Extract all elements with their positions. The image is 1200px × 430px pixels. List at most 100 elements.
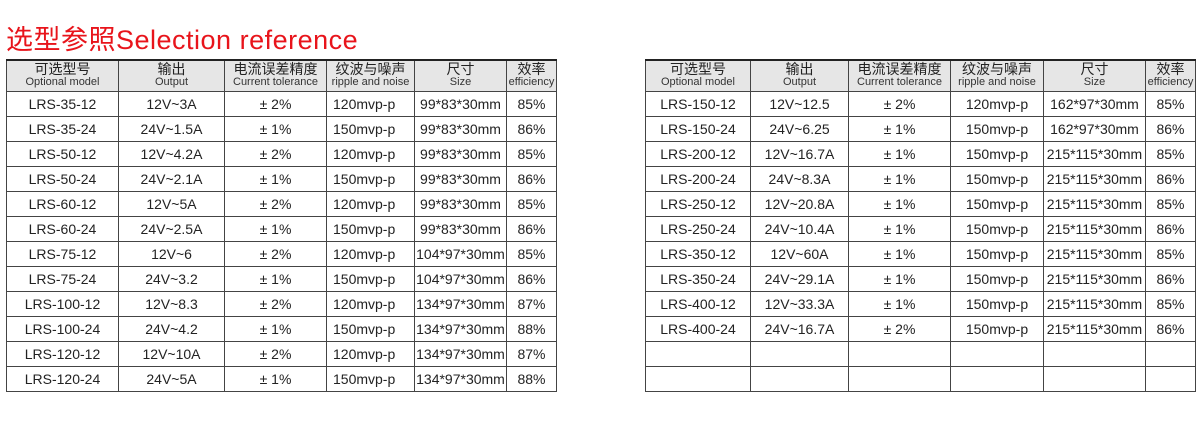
table-row: LRS-250-24 24V~10.4A ± 1% 150mvp-p 215*115*3… xyxy=(645,216,1196,242)
cell-efficiency: 87% xyxy=(506,341,557,367)
cell-efficiency: 87% xyxy=(506,291,557,317)
cell-ripple-noise: 150mvp-p xyxy=(326,216,415,242)
cell-ripple-noise: 150mvp-p xyxy=(950,216,1044,242)
cell-current-tolerance: ± 1% xyxy=(848,216,951,242)
cell-efficiency: 86% xyxy=(1145,216,1196,242)
cell-output: 12V~60A xyxy=(750,241,849,267)
header-en: Current tolerance xyxy=(233,76,318,88)
cell-ripple-noise: 150mvp-p xyxy=(950,116,1044,142)
cell-size: 162*97*30mm xyxy=(1043,116,1146,142)
cell-size: 104*97*30mm xyxy=(414,266,507,292)
cell-ripple-noise: 120mvp-p xyxy=(326,91,415,117)
cell-size: 99*83*30mm xyxy=(414,141,507,167)
header-en: Output xyxy=(154,76,189,88)
cell-efficiency: 86% xyxy=(1145,116,1196,142)
cell-efficiency: 86% xyxy=(1145,316,1196,342)
header-en: ripple and noise xyxy=(958,76,1036,88)
cell-size: 104*97*30mm xyxy=(414,241,507,267)
cell-ripple-noise: 150mvp-p xyxy=(326,366,415,392)
cell-current-tolerance: ± 2% xyxy=(224,341,327,367)
header-ripple-noise: 纹波与噪声 ripple and noise xyxy=(950,59,1044,92)
header-en: Optional model xyxy=(661,76,735,88)
cell-efficiency: 86% xyxy=(506,166,557,192)
cell-model: LRS-60-12 xyxy=(6,191,119,217)
cell-efficiency: 85% xyxy=(1145,241,1196,267)
cell-output: 24V~3.2 xyxy=(118,266,225,292)
cell-output: 24V~5A xyxy=(118,366,225,392)
cell-ripple-noise: 120mvp-p xyxy=(326,191,415,217)
cell-model: LRS-350-24 xyxy=(645,266,751,292)
cell-output: 12V~8.3 xyxy=(118,291,225,317)
cell-size: 215*115*30mm xyxy=(1043,191,1146,217)
header-cn: 可选型号 xyxy=(670,61,726,77)
cell-model: LRS-150-12 xyxy=(645,91,751,117)
cell-efficiency: 86% xyxy=(506,266,557,292)
cell-efficiency: 88% xyxy=(506,316,557,342)
cell-size xyxy=(1043,366,1146,392)
header-cn: 电流误差精度 xyxy=(233,61,318,77)
cell-size: 215*115*30mm xyxy=(1043,166,1146,192)
cell-output: 24V~10.4A xyxy=(750,216,849,242)
cell-ripple-noise: 120mvp-p xyxy=(326,341,415,367)
cell-model: LRS-120-24 xyxy=(6,366,119,392)
table-row: LRS-60-24 24V~2.5A ± 1% 150mvp-p 99*83*30mm 8… xyxy=(6,216,557,242)
cell-current-tolerance: ± 1% xyxy=(224,116,327,142)
header-output: 输出 Output xyxy=(750,59,849,92)
cell-efficiency: 85% xyxy=(1145,191,1196,217)
cell-efficiency: 86% xyxy=(506,216,557,242)
cell-efficiency: 85% xyxy=(1145,291,1196,317)
cell-output: 12V~33.3A xyxy=(750,291,849,317)
cell-current-tolerance: ± 1% xyxy=(848,291,951,317)
header-cn: 输出 xyxy=(157,61,186,77)
cell-output: 24V~4.2 xyxy=(118,316,225,342)
header-en: Size xyxy=(449,76,472,88)
cell-current-tolerance: ± 1% xyxy=(848,116,951,142)
cell-output: 24V~8.3A xyxy=(750,166,849,192)
cell-output: 12V~10A xyxy=(118,341,225,367)
cell-size xyxy=(1043,341,1146,367)
table-row: LRS-250-12 12V~20.8A ± 1% 150mvp-p 215*115*3… xyxy=(645,191,1196,217)
header-cn: 纹波与噪声 xyxy=(962,61,1032,77)
cell-current-tolerance xyxy=(848,341,951,367)
cell-model: LRS-100-12 xyxy=(6,291,119,317)
cell-current-tolerance: ± 1% xyxy=(848,241,951,267)
cell-model: LRS-250-24 xyxy=(645,216,751,242)
cell-model: LRS-200-24 xyxy=(645,166,751,192)
cell-ripple-noise xyxy=(950,341,1044,367)
cell-size: 134*97*30mm xyxy=(414,316,507,342)
cell-ripple-noise: 150mvp-p xyxy=(950,141,1044,167)
cell-current-tolerance: ± 2% xyxy=(224,91,327,117)
page-title: 选型参照Selection reference xyxy=(6,25,359,55)
header-size: 尺寸 Size xyxy=(1043,59,1146,92)
cell-size: 215*115*30mm xyxy=(1043,316,1146,342)
table-row: LRS-150-24 24V~6.25 ± 1% 150mvp-p 162*97*30m… xyxy=(645,116,1196,142)
cell-current-tolerance: ± 2% xyxy=(224,291,327,317)
cell-model: LRS-200-12 xyxy=(645,141,751,167)
table-row: LRS-35-12 12V~3A ± 2% 120mvp-p 99*83*30mm 85% xyxy=(6,91,557,117)
cell-size: 215*115*30mm xyxy=(1043,216,1146,242)
table-row: LRS-75-24 24V~3.2 ± 1% 150mvp-p 104*97*30mm 8… xyxy=(6,266,557,292)
header-en: Optional model xyxy=(25,76,100,88)
cell-efficiency: 85% xyxy=(506,241,557,267)
cell-model xyxy=(645,341,751,367)
header-model: 可选型号 Optional model xyxy=(6,59,119,92)
table-row: LRS-35-24 24V~1.5A ± 1% 150mvp-p 99*83*30mm 8… xyxy=(6,116,557,142)
cell-efficiency: 85% xyxy=(506,91,557,117)
cell-size: 99*83*30mm xyxy=(414,216,507,242)
header-cn: 纹波与噪声 xyxy=(335,61,406,77)
cell-output: 12V~16.7A xyxy=(750,141,849,167)
header-size: 尺寸 Size xyxy=(414,59,507,92)
header-cn: 效率 xyxy=(517,61,546,77)
table-row: LRS-150-12 12V~12.5 ± 2% 120mvp-p 162*97*30m… xyxy=(645,91,1196,117)
cell-efficiency xyxy=(1145,341,1196,367)
cell-output: 12V~5A xyxy=(118,191,225,217)
cell-ripple-noise: 150mvp-p xyxy=(326,116,415,142)
cell-output: 12V~20.8A xyxy=(750,191,849,217)
cell-size: 134*97*30mm xyxy=(414,366,507,392)
cell-size: 215*115*30mm xyxy=(1043,241,1146,267)
table-row: LRS-200-24 24V~8.3A ± 1% 150mvp-p 215*115*30… xyxy=(645,166,1196,192)
header-efficiency: 效率 efficiency xyxy=(506,59,557,92)
table-row: LRS-120-24 24V~5A ± 1% 150mvp-p 134*97*30mm 8… xyxy=(6,366,557,392)
cell-current-tolerance: ± 1% xyxy=(224,366,327,392)
table-row: LRS-100-24 24V~4.2 ± 1% 150mvp-p 134*97*30mm… xyxy=(6,316,557,342)
